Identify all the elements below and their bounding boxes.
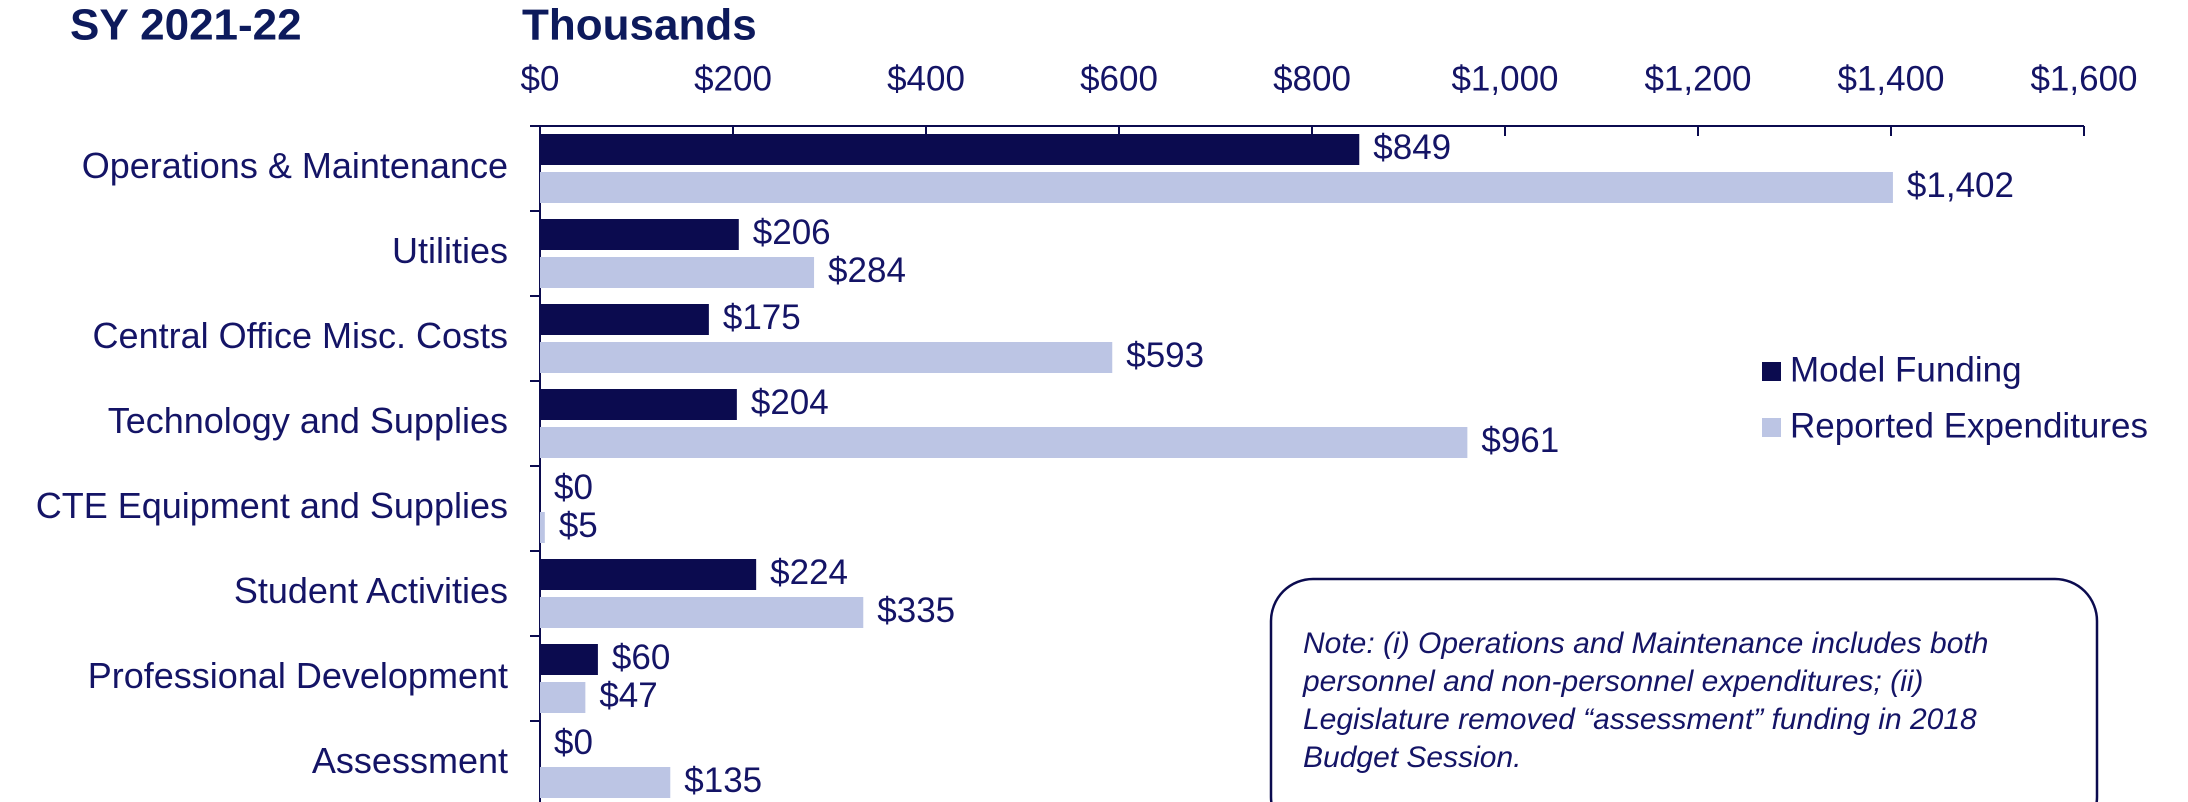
note-text: Legislature removed “assessment” funding…: [1303, 703, 1977, 736]
x-tick-label: $400: [887, 59, 965, 98]
value-label: $5: [559, 506, 598, 545]
category-label: Operations & Maintenance: [82, 145, 508, 186]
x-tick-label: $0: [521, 59, 560, 98]
x-tick-label: $1,000: [1451, 59, 1558, 98]
bar: [540, 257, 815, 288]
bar: [540, 559, 757, 590]
category-label: Student Activities: [234, 570, 508, 611]
value-label: $206: [753, 213, 831, 252]
value-label: $0: [554, 468, 593, 507]
note-text: Budget Session.: [1303, 741, 1521, 774]
bar: [540, 342, 1113, 373]
bar: [540, 597, 864, 628]
value-label: $47: [599, 676, 657, 715]
value-label: $60: [612, 638, 670, 677]
bar: [540, 172, 1893, 203]
value-label: $0: [554, 723, 593, 762]
chart-title: SY 2021-22: [70, 1, 302, 50]
bar: [540, 219, 739, 250]
value-label: $593: [1126, 336, 1204, 375]
category-label: Assessment: [312, 740, 508, 781]
x-tick-label: $1,600: [2030, 59, 2137, 98]
category-label: Technology and Supplies: [108, 400, 508, 441]
x-tick-label: $200: [694, 59, 772, 98]
value-label: $204: [751, 383, 829, 422]
bar: [540, 427, 1468, 458]
x-tick-label: $600: [1080, 59, 1158, 98]
bar: [540, 644, 598, 675]
value-label: $224: [770, 553, 848, 592]
value-label: $284: [828, 251, 906, 290]
legend-label: Reported Expenditures: [1790, 406, 2148, 445]
note-text: personnel and non-personnel expenditures…: [1302, 665, 1923, 698]
value-label: $1,402: [1907, 166, 2014, 205]
value-label: $175: [723, 298, 801, 337]
bar: [540, 512, 545, 543]
x-tick-label: $1,400: [1837, 59, 1944, 98]
note-box: [1269, 577, 2099, 802]
bar: [540, 682, 586, 713]
value-label: $335: [877, 591, 955, 630]
bar: [540, 389, 737, 420]
legend-label: Model Funding: [1790, 350, 2022, 389]
bar: [540, 767, 671, 798]
x-tick-label: $1,200: [1644, 59, 1751, 98]
legend-swatch: [1762, 362, 1781, 381]
bar: [540, 304, 709, 335]
category-label: Professional Development: [88, 655, 508, 696]
category-label: Central Office Misc. Costs: [93, 315, 508, 356]
value-label: $961: [1481, 421, 1559, 460]
note-text: Note: (i) Operations and Maintenance inc…: [1303, 627, 1988, 660]
x-tick-label: $800: [1273, 59, 1351, 98]
chart-subtitle: Thousands: [522, 1, 757, 50]
category-label: CTE Equipment and Supplies: [36, 485, 508, 526]
legend-swatch: [1762, 418, 1781, 437]
value-label: $849: [1373, 128, 1451, 167]
value-label: $135: [684, 761, 762, 800]
bar: [540, 134, 1360, 165]
category-label: Utilities: [392, 230, 508, 271]
